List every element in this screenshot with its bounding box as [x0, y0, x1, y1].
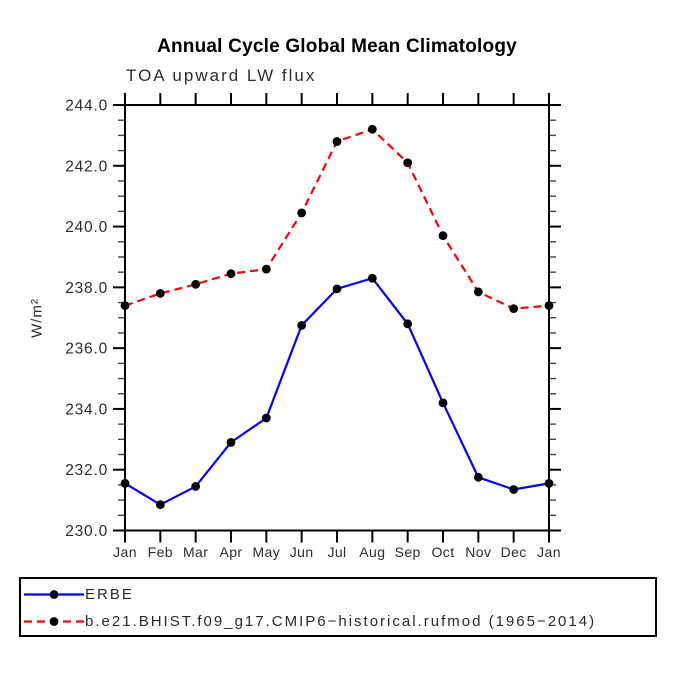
data-point-marker	[403, 319, 413, 329]
data-point-marker	[120, 301, 130, 310]
data-point-marker	[261, 264, 271, 274]
x-tick-label: Jul	[327, 544, 346, 560]
data-point-marker	[473, 472, 483, 482]
legend-label-model: b.e21.BHIST.f09_g17.CMIP6−historical.ruf…	[85, 613, 597, 630]
x-tick-label: Dec	[501, 544, 527, 560]
x-tick-label: Apr	[220, 544, 243, 560]
x-tick-label: Mar	[183, 544, 208, 560]
y-tick-label: 240.0	[65, 219, 108, 236]
data-point-marker	[332, 284, 342, 294]
x-tick-label: Jan	[537, 544, 561, 560]
legend-item-erbe: ERBE	[23, 581, 655, 608]
plot-frame	[124, 104, 550, 532]
y-tick-label: 234.0	[65, 401, 108, 418]
x-tick-label: Oct	[432, 544, 455, 560]
data-point-marker	[367, 273, 377, 283]
legend-dot-marker-icon	[49, 590, 59, 599]
chart-subtitle: TOA upward LW flux	[126, 66, 317, 85]
x-tick-label: May	[253, 544, 281, 560]
y-tick-label: 230.0	[65, 523, 108, 540]
y-tick-label: 244.0	[65, 98, 108, 115]
data-point-marker	[438, 398, 448, 408]
data-point-marker	[403, 158, 413, 168]
series-line-1	[124, 128, 550, 310]
data-point-marker	[191, 279, 201, 289]
y-tick-label: 242.0	[65, 158, 108, 175]
data-point-marker	[544, 478, 554, 488]
x-tick-label: Sep	[395, 544, 421, 560]
data-point-marker	[509, 485, 519, 494]
legend-item-model: b.e21.BHIST.f09_g17.CMIP6−historical.ruf…	[23, 608, 655, 635]
data-point-marker	[226, 437, 236, 447]
data-point-marker	[261, 413, 271, 423]
x-tick-label: Aug	[359, 544, 385, 560]
data-point-marker	[544, 301, 554, 310]
data-point-marker	[297, 208, 307, 218]
data-point-marker	[509, 304, 519, 314]
y-tick-label: 236.0	[65, 341, 108, 358]
x-tick-label: Feb	[148, 544, 173, 560]
data-point-marker	[297, 320, 307, 330]
x-tick-label: Jun	[290, 544, 314, 560]
x-tick-label: Jan	[113, 544, 137, 560]
chart-title: Annual Cycle Global Mean Climatology	[157, 36, 517, 57]
data-point-marker	[473, 287, 483, 297]
data-point-marker	[367, 124, 377, 134]
legend-dot-marker-icon	[49, 617, 59, 626]
series-line-0	[124, 276, 550, 506]
legend-line-sample-dashed	[24, 617, 84, 626]
data-point-marker	[438, 231, 448, 241]
data-point-marker	[155, 289, 165, 298]
data-point-marker	[332, 137, 342, 146]
legend-box: ERBE b.e21.BHIST.f09_g17.CMIP6−historica…	[19, 577, 657, 637]
legend-label-erbe: ERBE	[85, 586, 134, 603]
data-point-marker	[120, 478, 130, 488]
y-tick-label: 238.0	[65, 280, 108, 297]
data-point-marker	[226, 269, 236, 279]
data-point-marker	[155, 500, 165, 510]
y-tick-label: 232.0	[65, 462, 108, 479]
legend-line-sample-solid	[24, 590, 84, 599]
x-tick-label: Nov	[465, 544, 491, 560]
data-point-marker	[191, 482, 201, 491]
